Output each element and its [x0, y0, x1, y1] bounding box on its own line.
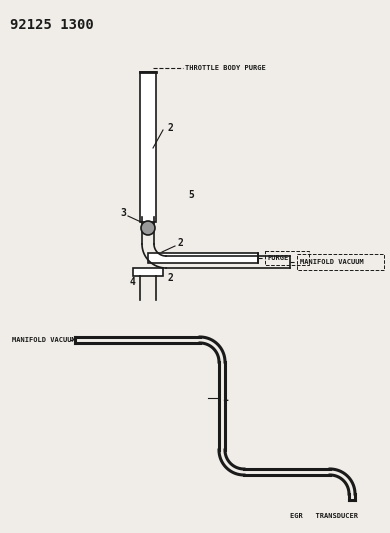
Text: 92125 1300: 92125 1300 — [10, 18, 94, 32]
Text: MANIFOLD VACUUM: MANIFOLD VACUUM — [12, 337, 76, 343]
Text: THROTTLE BODY PURGE: THROTTLE BODY PURGE — [185, 65, 266, 71]
Text: 1: 1 — [222, 393, 228, 403]
Text: 2: 2 — [168, 273, 174, 283]
Text: EGR   TRANSDUCER: EGR TRANSDUCER — [290, 513, 358, 519]
Text: MANIFOLD VACUUM: MANIFOLD VACUUM — [300, 259, 364, 265]
Text: 3: 3 — [120, 208, 126, 218]
Text: 2: 2 — [178, 238, 184, 248]
Text: 5: 5 — [188, 190, 194, 200]
Bar — [133, 268, 163, 276]
Text: 2: 2 — [168, 123, 174, 133]
Bar — [140, 72, 156, 222]
Bar — [148, 253, 258, 263]
Text: 4: 4 — [130, 277, 136, 287]
Text: PURGE: PURGE — [268, 255, 289, 261]
Circle shape — [141, 221, 155, 235]
